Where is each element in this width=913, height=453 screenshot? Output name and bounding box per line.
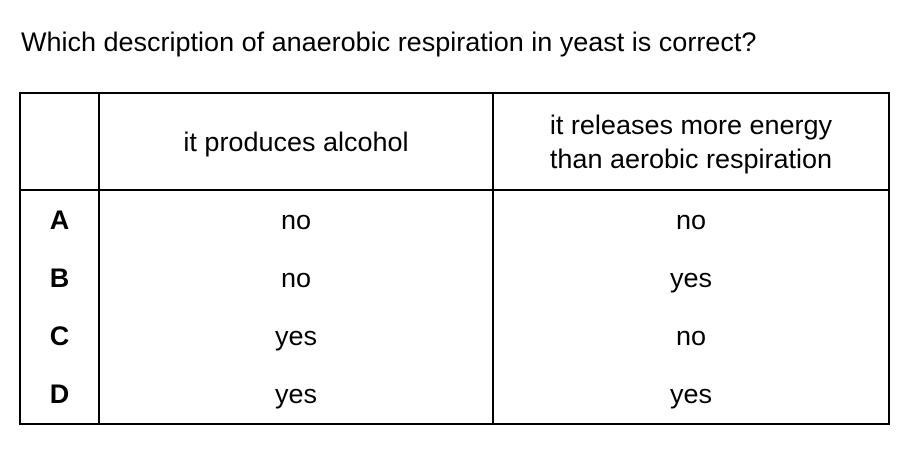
table-row: B no yes — [20, 249, 889, 307]
energy-value: yes — [492, 365, 889, 424]
column-header-energy: it releases more energy than aerobic res… — [492, 93, 889, 191]
option-letter: A — [49, 205, 70, 235]
answer-options-table: it produces alcohol it releases more ene… — [19, 92, 890, 425]
option-letter: B — [49, 263, 70, 293]
table-header-row: it produces alcohol it releases more ene… — [20, 93, 889, 191]
table-row: A no no — [20, 190, 889, 249]
alcohol-value: yes — [98, 365, 493, 424]
table-row: C yes no — [20, 307, 889, 365]
alcohol-value: no — [98, 190, 493, 249]
column-header-energy-line-2: than aerobic respiration — [549, 143, 833, 174]
alcohol-value: no — [98, 249, 493, 307]
column-header-alcohol-line-1: it produces alcohol — [183, 126, 409, 157]
energy-value: no — [492, 307, 889, 365]
column-header-energy-line-1: it releases more energy — [549, 109, 833, 140]
column-header-alcohol: it produces alcohol — [98, 93, 493, 191]
option-letter: C — [49, 321, 70, 351]
alcohol-value: yes — [98, 307, 493, 365]
energy-value: no — [492, 190, 889, 249]
energy-value: yes — [492, 249, 889, 307]
corner-cell — [20, 93, 99, 191]
option-letter: D — [49, 379, 70, 409]
question-text: Which description of anaerobic respirati… — [21, 27, 757, 57]
table-row: D yes yes — [20, 365, 889, 424]
